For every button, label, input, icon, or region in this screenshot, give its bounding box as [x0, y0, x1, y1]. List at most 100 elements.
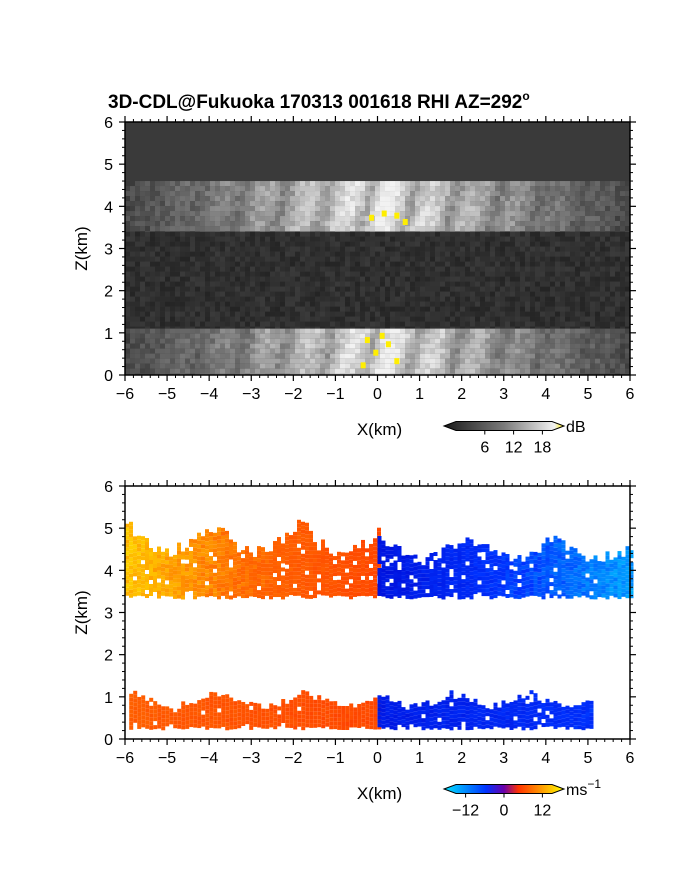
intensity-cell [405, 338, 410, 344]
intensity-cell [135, 206, 140, 212]
intensity-cell [505, 281, 510, 287]
intensity-cell [150, 358, 155, 364]
intensity-cell [350, 266, 355, 272]
intensity-cell [280, 291, 285, 297]
intensity-cell [195, 271, 200, 277]
velocity-cell [225, 570, 229, 575]
velocity-cell [301, 573, 305, 578]
intensity-cell [345, 343, 350, 349]
intensity-cell [410, 236, 415, 242]
intensity-cell [325, 328, 330, 334]
intensity-cell [590, 368, 595, 374]
intensity-cell [295, 286, 300, 292]
intensity-cell [510, 338, 515, 344]
intensity-cell [340, 246, 345, 252]
velocity-cell [169, 584, 173, 589]
intensity-cell [490, 181, 495, 187]
intensity-cell [310, 321, 315, 327]
intensity-cell [145, 328, 150, 334]
intensity-cell [440, 316, 445, 322]
intensity-cell [345, 358, 350, 364]
intensity-cell [470, 206, 475, 212]
intensity-cell [595, 226, 600, 232]
intensity-cell [360, 196, 365, 202]
intensity-cell [175, 211, 180, 217]
intensity-cell [430, 296, 435, 302]
velocity-cell [229, 595, 233, 600]
intensity-cell [310, 326, 315, 329]
intensity-cell [455, 328, 460, 334]
intensity-cell [160, 311, 165, 317]
intensity-cell [595, 191, 600, 197]
intensity-cell [420, 201, 425, 207]
intensity-cell [335, 251, 340, 257]
intensity-cell [205, 316, 210, 322]
intensity-cell [380, 276, 385, 282]
intensity-cell [340, 211, 345, 217]
intensity-cell [405, 326, 410, 329]
intensity-cell [235, 211, 240, 217]
intensity-cell [390, 201, 395, 207]
intensity-cell [355, 181, 360, 187]
intensity-cell [390, 368, 395, 374]
intensity-cell [215, 333, 220, 339]
intensity-cell [225, 296, 230, 302]
intensity-cell [495, 266, 500, 272]
intensity-cell [545, 276, 550, 282]
velocity-cell [141, 540, 145, 545]
intensity-cell [460, 206, 465, 212]
intensity-cell [510, 191, 515, 197]
intensity-cell [445, 348, 450, 354]
intensity-cell [175, 306, 180, 312]
intensity-cell [385, 368, 390, 374]
intensity-cell [610, 286, 615, 292]
intensity-cell [285, 316, 290, 322]
intensity-cell [525, 246, 530, 252]
intensity-cell [520, 311, 525, 317]
intensity-cell [325, 286, 330, 292]
intensity-cell [125, 348, 130, 354]
intensity-cell [505, 301, 510, 307]
intensity-cell [300, 211, 305, 217]
intensity-cell [545, 358, 550, 364]
intensity-cell [240, 251, 245, 257]
velocity-cell [193, 587, 197, 592]
intensity-cell [395, 353, 400, 359]
intensity-cell [380, 191, 385, 197]
intensity-cell [545, 301, 550, 307]
intensity-cell [270, 271, 275, 277]
intensity-cell [370, 333, 375, 339]
intensity-cell [360, 221, 365, 227]
intensity-cell [625, 206, 630, 212]
intensity-cell [575, 196, 580, 202]
intensity-cell [140, 368, 145, 374]
intensity-cell [365, 191, 370, 197]
intensity-cell [315, 226, 320, 232]
intensity-cell [135, 353, 140, 359]
intensity-cell [140, 348, 145, 354]
velocity-cell [169, 560, 173, 565]
intensity-cell [180, 206, 185, 212]
intensity-cell [540, 311, 545, 317]
intensity-cell [190, 246, 195, 252]
intensity-cell [165, 368, 170, 374]
intensity-cell [190, 231, 195, 237]
intensity-cell [280, 311, 285, 317]
velocity-cell [241, 586, 245, 591]
intensity-cell [245, 261, 250, 267]
intensity-cell [135, 216, 140, 222]
intensity-cell [415, 296, 420, 302]
intensity-cell [470, 321, 475, 327]
intensity-cell [620, 261, 625, 267]
intensity-cell [605, 301, 610, 307]
intensity-cell [325, 241, 330, 247]
intensity-cell [435, 326, 440, 329]
intensity-cell [605, 276, 610, 282]
intensity-cell [460, 326, 465, 329]
intensity-cell [205, 221, 210, 227]
intensity-cell [250, 281, 255, 287]
intensity-cell [215, 236, 220, 242]
intensity-cell [440, 221, 445, 227]
intensity-cell [455, 296, 460, 302]
intensity-cell [325, 338, 330, 344]
